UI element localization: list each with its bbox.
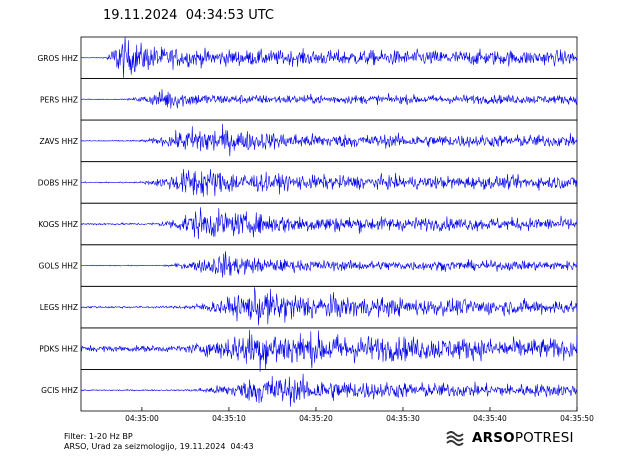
trace-panel: ZAVS HHZ <box>40 119 578 163</box>
trace-panel: PDKS HHZ <box>39 327 578 372</box>
brand-name: ARSOPOTRESI <box>472 430 574 446</box>
trace-panel: DOBS HHZ <box>38 161 578 204</box>
station-label: PERS HHZ <box>40 95 78 104</box>
station-label: LEGS HHZ <box>40 303 78 312</box>
trace-panel: GROS HHZ <box>38 36 578 79</box>
trace-line <box>81 373 578 407</box>
trace-panel: PERS HHZ <box>40 78 578 121</box>
station-label: GROS HHZ <box>38 54 79 63</box>
chart-title: 19.11.2024 04:34:53 UTC <box>103 8 274 23</box>
brand-light: POTRESI <box>514 430 574 446</box>
trace-line <box>80 287 578 326</box>
trace-line <box>80 89 578 109</box>
trace-panel: LEGS HHZ <box>40 285 578 329</box>
x-tick-label: 04:35:10 <box>212 414 246 423</box>
trace-panel-frame <box>80 285 578 329</box>
x-tick-label: 04:35:20 <box>299 414 333 423</box>
station-label: ZAVS HHZ <box>40 137 78 146</box>
x-tick-label: 04:35:50 <box>560 414 594 423</box>
x-tick-label: 04:35:30 <box>386 414 420 423</box>
trace-line <box>80 168 578 197</box>
x-tick-label: 04:35:00 <box>125 414 159 423</box>
trace-line <box>80 123 578 157</box>
trace-panel: GOLS HHZ <box>39 244 578 287</box>
station-label: KOGS HHZ <box>38 220 78 229</box>
station-label: GOLS HHZ <box>39 262 78 271</box>
trace-line <box>80 36 578 79</box>
trace-line <box>80 207 578 240</box>
station-label: DOBS HHZ <box>38 178 78 187</box>
trace-panel: GCIS HHZ <box>41 369 578 412</box>
arso-wave-logo-icon <box>446 431 464 446</box>
filter-note: Filter: 1-20 Hz BP <box>64 432 133 441</box>
trace-line <box>80 251 578 278</box>
x-tick-label: 04:35:40 <box>473 414 507 423</box>
arso-logo: ARSOPOTRESI <box>444 429 574 447</box>
credit-note: ARSO, Urad za seizmologijo, 19.11.2024 0… <box>64 442 254 451</box>
station-label: GCIS HHZ <box>41 386 78 395</box>
station-label: PDKS HHZ <box>39 345 78 354</box>
trace-panel: KOGS HHZ <box>38 202 578 246</box>
footer: Filter: 1-20 Hz BP ARSO, Urad za seizmol… <box>64 432 254 452</box>
trace-line <box>80 329 578 372</box>
brand-bold: ARSO <box>472 430 515 446</box>
